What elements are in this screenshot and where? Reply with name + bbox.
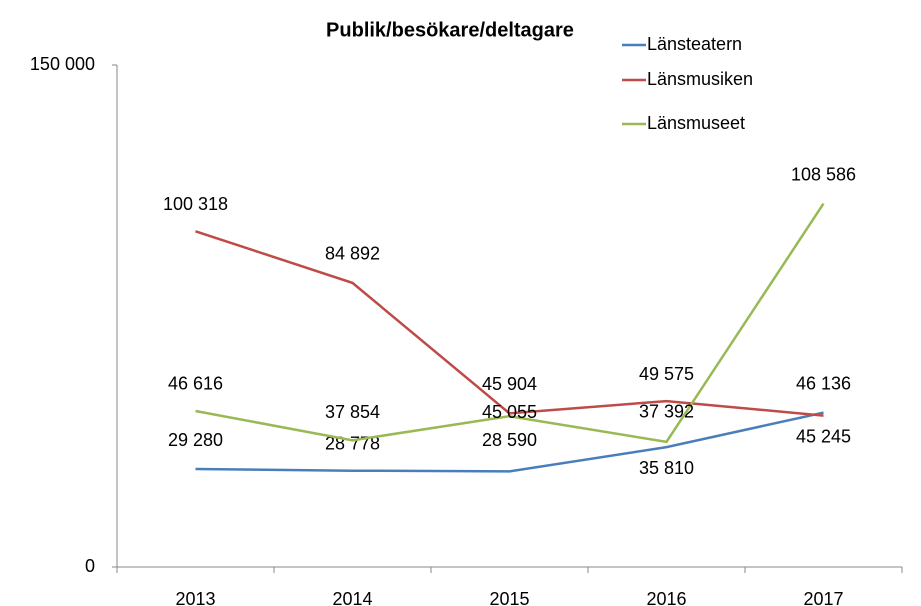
- data-label: 35 810: [639, 458, 694, 478]
- data-label: 45 904: [482, 374, 537, 394]
- legend-label: Länsmuseet: [647, 113, 745, 133]
- data-label: 84 892: [325, 244, 380, 264]
- x-tick-label: 2014: [332, 589, 372, 606]
- data-label: 29 280: [168, 430, 223, 450]
- chart-title: Publik/besökare/deltagare: [326, 19, 574, 41]
- data-label: 46 136: [796, 373, 851, 393]
- x-tick-label: 2013: [175, 589, 215, 606]
- series-line: [195, 202, 825, 444]
- series-line: [195, 230, 824, 417]
- x-tick-label: 2015: [489, 589, 529, 606]
- data-label: 108 586: [791, 164, 856, 184]
- legend-label: Länsteatern: [647, 34, 742, 54]
- data-label: 28 590: [482, 430, 537, 450]
- data-label: 49 575: [639, 364, 694, 384]
- y-tick-label: 150 000: [30, 54, 95, 74]
- data-label: 45 245: [796, 426, 851, 446]
- data-label: 46 616: [168, 374, 223, 394]
- y-tick-label: 0: [85, 556, 95, 576]
- data-label: 37 854: [325, 402, 380, 422]
- data-label: 37 392: [639, 402, 694, 422]
- data-label: 45 055: [482, 402, 537, 422]
- series-line: [195, 411, 824, 473]
- x-tick-label: 2016: [646, 589, 686, 606]
- legend-label: Länsmusiken: [647, 69, 753, 89]
- x-tick-label: 2017: [803, 589, 843, 606]
- data-label: 100 318: [163, 194, 228, 214]
